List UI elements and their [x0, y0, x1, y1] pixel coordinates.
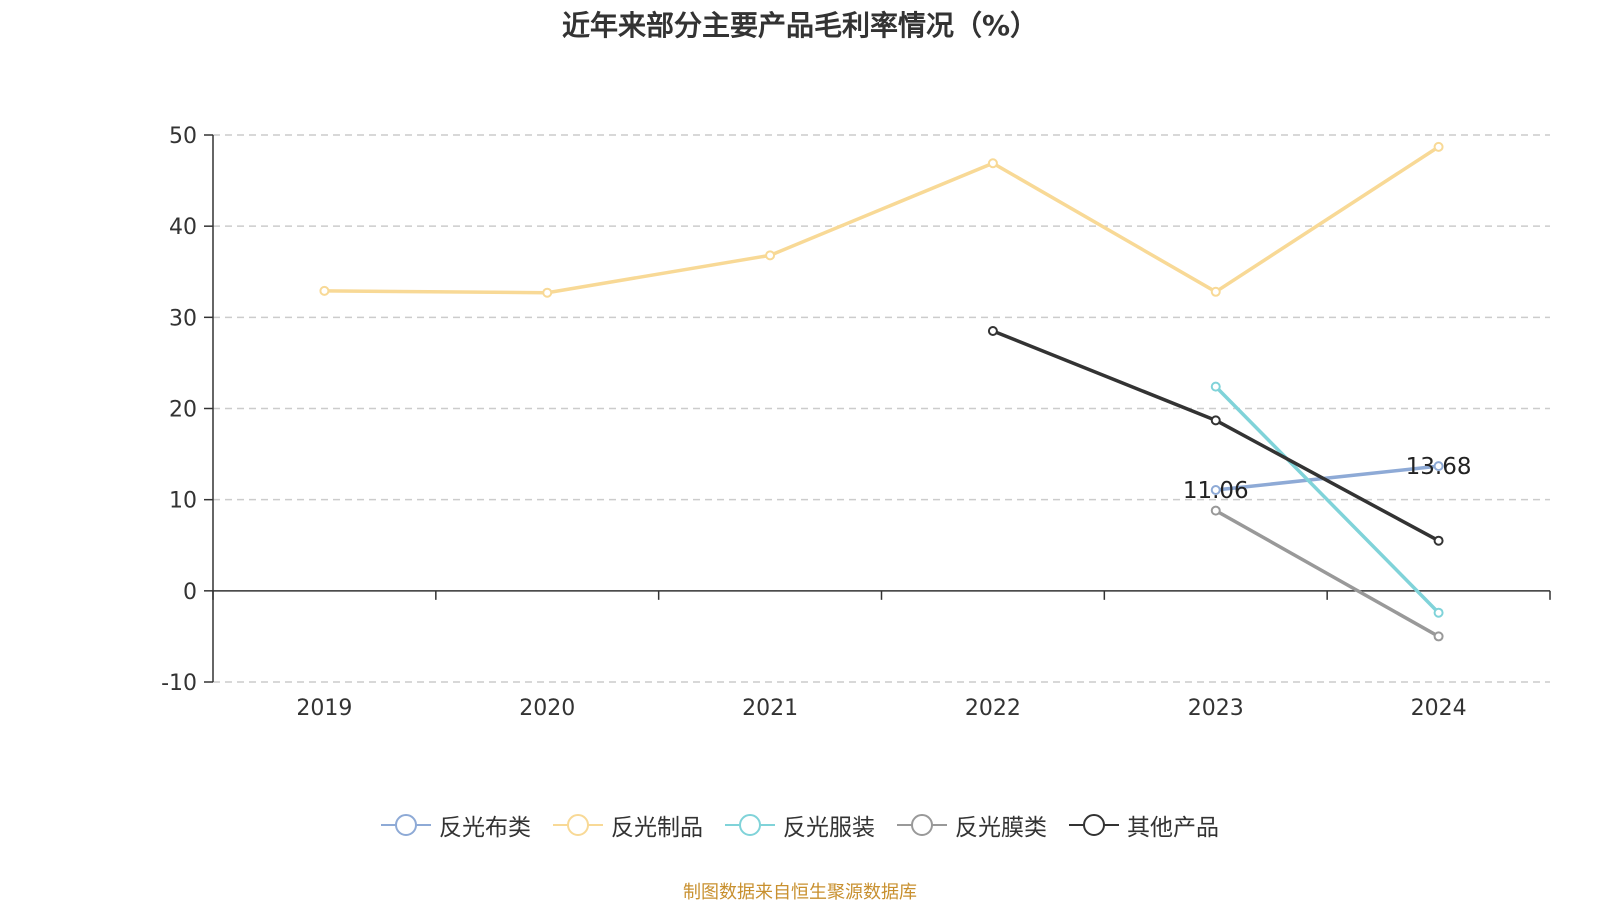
legend-item-4[interactable]: 反光膜类 [897, 808, 1047, 842]
data-point [1210, 381, 1221, 392]
y-tick-label: 10 [169, 489, 197, 514]
data-point [542, 287, 553, 298]
series-line-1 [1215, 464, 1439, 492]
data-point [1210, 505, 1221, 516]
series-line-2 [324, 145, 1440, 295]
y-tick-label: 50 [169, 124, 197, 149]
series-line-3 [1214, 385, 1440, 614]
data-point [765, 250, 776, 261]
legend-label: 反光布类 [439, 815, 531, 841]
data-point [1433, 535, 1444, 546]
data-point [1433, 141, 1444, 152]
y-tick-label: 30 [169, 306, 197, 331]
data-point [1210, 286, 1221, 297]
legend-line-circle-icon [725, 814, 775, 836]
legend-label: 反光膜类 [955, 815, 1047, 841]
data-point [987, 158, 998, 169]
source-note: 制图数据来自恒生聚源数据库 [683, 882, 917, 903]
legend-item-3[interactable]: 反光服装 [725, 808, 875, 842]
y-tick-label: 0 [183, 580, 197, 605]
legend-item-1[interactable]: 反光布类 [381, 808, 531, 842]
x-tick-label: 2023 [1188, 696, 1244, 721]
legend-item-5[interactable]: 其他产品 [1069, 808, 1219, 842]
y-tick-label: 20 [169, 398, 197, 423]
x-tick-label: 2019 [296, 696, 352, 721]
series-lines [319, 141, 1444, 642]
series-line-4 [1214, 509, 1440, 638]
data-point [1433, 631, 1444, 642]
data-point [1433, 461, 1444, 472]
y-tick-label: -10 [161, 671, 197, 696]
data-point [987, 326, 998, 337]
data-point [1210, 415, 1221, 426]
legend-line-circle-icon [897, 814, 947, 836]
x-tick-label: 2020 [519, 696, 575, 721]
axes: -10 0 10 20 30 40 50 2019 2020 2021 2022 2023 2024 [161, 124, 1551, 721]
x-tick-label: 2022 [965, 696, 1021, 721]
legend-line-circle-icon [381, 814, 431, 836]
data-point [1210, 485, 1221, 496]
data-point [319, 285, 330, 296]
data-label: 11.06 [1183, 478, 1249, 504]
legend-label: 反光制品 [611, 815, 703, 841]
chart-title: 近年来部分主要产品毛利率情况（%） [561, 9, 1039, 42]
legend-line-circle-icon [1069, 814, 1119, 836]
y-tick-label: 40 [169, 215, 197, 240]
grid-lines [213, 134, 1550, 683]
data-point [1433, 607, 1444, 618]
legend-item-2[interactable]: 反光制品 [553, 808, 703, 842]
x-tick-label: 2024 [1411, 696, 1467, 721]
legend: 反光布类 反光制品 反光服装 反光膜类 其他产品 [0, 808, 1600, 842]
legend-label: 反光服装 [783, 815, 875, 841]
x-tick-label: 2021 [742, 696, 798, 721]
legend-label: 其他产品 [1127, 815, 1219, 841]
legend-line-circle-icon [553, 814, 603, 836]
data-label: 13.68 [1406, 454, 1472, 480]
data-labels: 11.06 13.68 [1183, 454, 1472, 504]
